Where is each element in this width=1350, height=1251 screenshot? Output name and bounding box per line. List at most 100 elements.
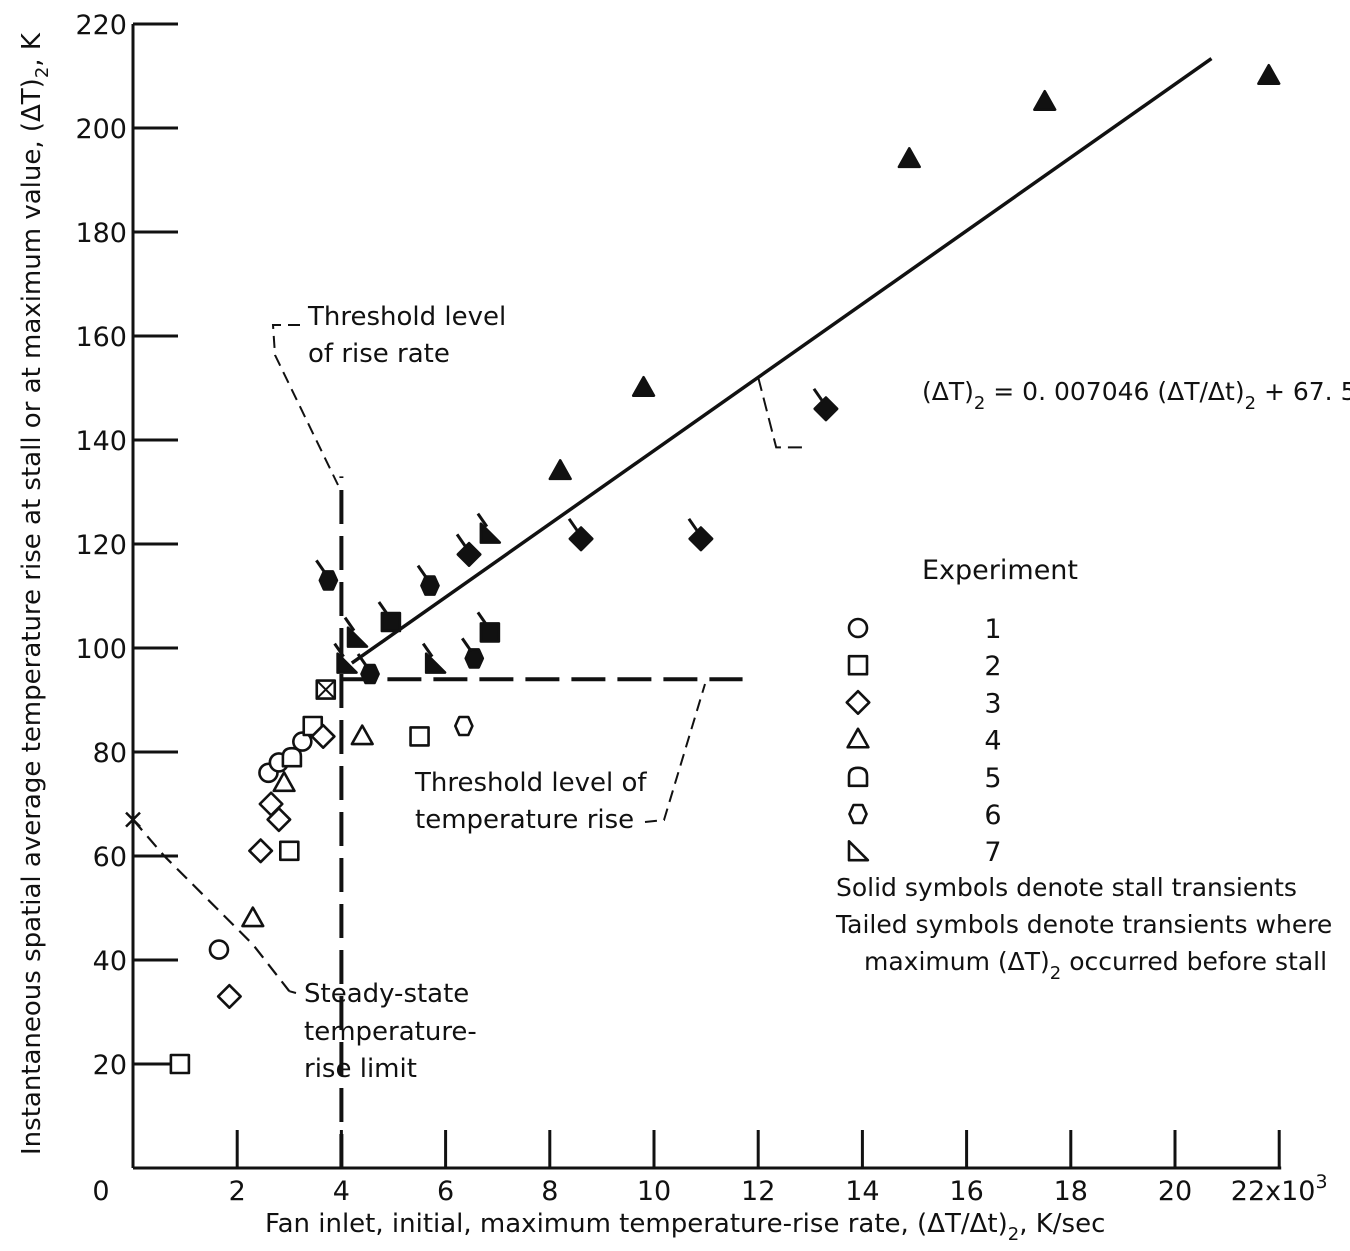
data-point-exp-2 (409, 726, 430, 747)
point-tail (567, 517, 580, 533)
data-points (169, 63, 1281, 1075)
data-point-exp-4 (350, 724, 374, 746)
marker-shape (548, 459, 572, 481)
steady-state-label: Steady-state temperature- rise limit (304, 979, 485, 1084)
x-tick-label: 14 (845, 1176, 879, 1207)
legend-label-4: 4 (984, 726, 1001, 757)
data-point-exp-4 (1257, 63, 1281, 85)
marker-shape (360, 663, 380, 685)
marker-shape (813, 396, 839, 422)
x-tick-label: 0 (92, 1176, 109, 1207)
data-point-exp-7 (333, 642, 358, 674)
point-tail (421, 642, 434, 658)
data-point-exp-4 (241, 906, 265, 928)
x-tick-label: 22x103 (1231, 1171, 1328, 1207)
legend-marker-7 (847, 840, 870, 862)
marker-shape (208, 939, 230, 960)
marker-shape (380, 611, 402, 633)
y-tick-label: 20 (93, 1050, 127, 1081)
y-axis-label: Instantaneous spatial average temperatur… (17, 32, 53, 1155)
marker-shape (281, 746, 303, 768)
data-point-exp-7 (421, 642, 447, 674)
marker-shape (453, 715, 474, 737)
y-tick-label: 200 (75, 114, 127, 145)
fit-line-equation: (ΔT)2 = 0. 007046 (ΔT/Δt)2 + 67. 5 (922, 377, 1350, 414)
point-tail (687, 517, 700, 533)
marker-shape (346, 626, 369, 648)
legend-label-2: 2 (984, 651, 1001, 682)
x-tick-label: 12 (741, 1176, 775, 1207)
y-tick-label: 140 (75, 426, 127, 457)
data-point-exp-6 (416, 564, 440, 596)
data-point-exp-4 (272, 771, 296, 793)
marker-shape (409, 726, 430, 747)
x-tick-label: 2 (229, 1176, 246, 1207)
fit-line (350, 57, 1213, 665)
marker-shape (897, 147, 921, 169)
threshold-temp-line-1: Threshold level of (414, 768, 647, 798)
y-tick-label: 160 (75, 322, 127, 353)
data-point-exp-2 (476, 611, 501, 643)
marker-shape (688, 526, 714, 552)
marker-shape (318, 570, 339, 591)
data-point-exp-6 (315, 559, 339, 591)
x-axis-label: Fan inlet, initial, maximum temperature-… (265, 1209, 1105, 1245)
steady-state-line-1: Steady-state (304, 979, 469, 1009)
y-tick-label: 120 (75, 530, 127, 561)
marker-shape (847, 840, 870, 862)
marker-shape (479, 522, 502, 544)
marker-shape (169, 1053, 191, 1075)
data-point-exp-2 (279, 840, 300, 862)
data-point-exp-4 (631, 375, 656, 397)
intercept-marker (125, 811, 141, 828)
marker-shape (292, 731, 313, 752)
marker-shape (272, 771, 296, 793)
data-point-exp-3 (248, 838, 274, 864)
legend-marker-2 (847, 654, 869, 676)
marker-shape (479, 622, 501, 643)
marker-shape (847, 617, 869, 639)
data-point-exp-1 (292, 731, 313, 752)
marker-shape (216, 983, 242, 1009)
legend-note-3: maximum (ΔT)2 occurred before stall (864, 947, 1327, 984)
marker-shape (248, 838, 274, 864)
crossed-square-mark (316, 679, 336, 700)
threshold-rise-rate-line-1: Threshold level (307, 302, 506, 332)
y-tick-label: 80 (93, 738, 127, 769)
steady-state-line-3: rise limit (304, 1054, 417, 1084)
threshold-temp-leader (644, 683, 706, 823)
data-point-exp-6 (461, 637, 485, 669)
legend-label-1: 1 (984, 614, 1001, 645)
x-tick-label: 18 (1054, 1176, 1088, 1207)
legend-marker-3 (845, 689, 871, 715)
point-tail (315, 559, 327, 575)
y-tick-label: 180 (75, 218, 127, 249)
fit-line-leader (757, 377, 809, 449)
marker-shape (464, 648, 485, 669)
data-point-exp-4 (897, 147, 921, 169)
steady-state-leader (289, 990, 297, 994)
legend-marker-5 (847, 766, 869, 788)
data-point-exp-3 (266, 807, 292, 833)
point-tail (377, 601, 390, 616)
legend-note-2: Tailed symbols denote transients where (835, 910, 1332, 939)
marker-shape (424, 652, 447, 674)
data-point-exp-3 (310, 723, 336, 749)
point-tail (812, 387, 825, 403)
point-tail (416, 564, 429, 580)
legend-label-3: 3 (984, 688, 1001, 719)
legend-label-7: 7 (984, 837, 1001, 868)
point-tail (461, 637, 473, 653)
data-point-exp-4 (548, 459, 572, 481)
point-tail (343, 616, 356, 632)
legend-label-6: 6 (984, 800, 1001, 831)
threshold-rise-rate-line-2: of rise rate (308, 339, 450, 369)
marker-shape (1033, 89, 1057, 111)
marker-shape (631, 375, 656, 397)
steady-state-limit-line (132, 818, 291, 992)
x-tick-label: 10 (637, 1176, 671, 1207)
data-point-exp-7 (343, 616, 369, 648)
marker-shape (848, 803, 868, 825)
data-point-exp-6 (453, 715, 474, 737)
